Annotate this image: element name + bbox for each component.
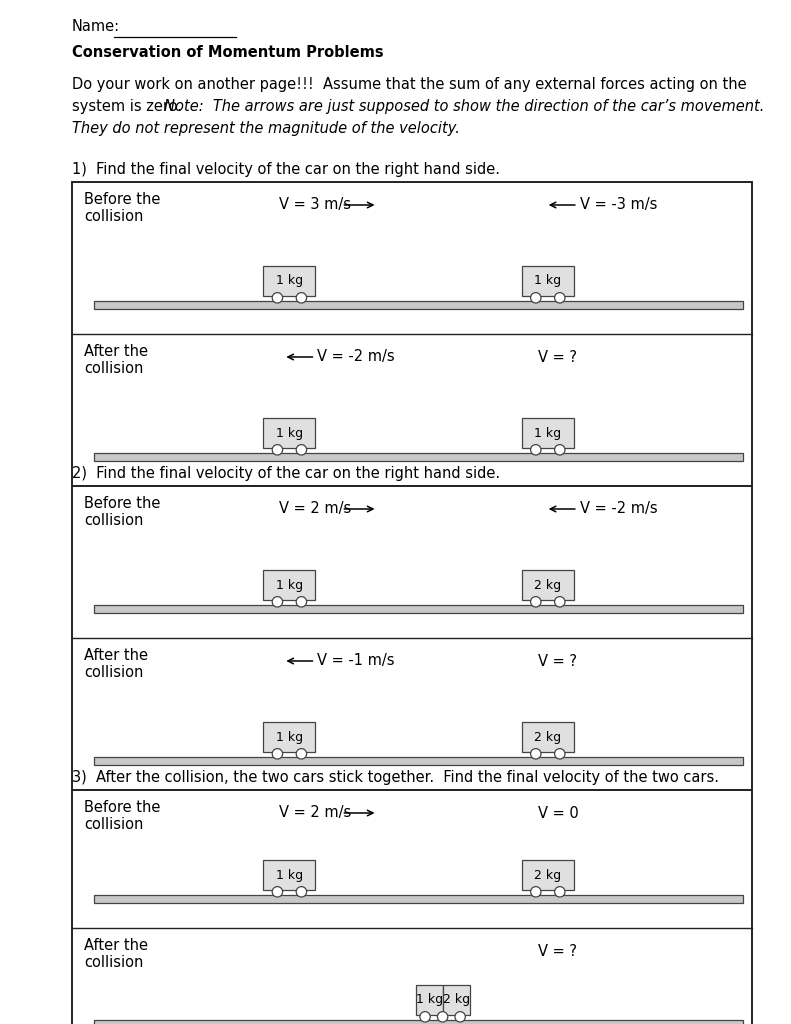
Circle shape bbox=[554, 444, 565, 455]
Bar bbox=[94, 605, 743, 613]
Circle shape bbox=[272, 293, 282, 303]
Text: system is zero.: system is zero. bbox=[72, 99, 191, 114]
Circle shape bbox=[272, 444, 282, 455]
Text: Name:: Name: bbox=[72, 19, 120, 34]
Text: V = 3 m/s: V = 3 m/s bbox=[279, 198, 351, 213]
Text: 1 kg: 1 kg bbox=[534, 427, 562, 439]
Text: 1 kg: 1 kg bbox=[276, 274, 303, 288]
Text: Before the
collision: Before the collision bbox=[84, 800, 161, 833]
Text: 1)  Find the final velocity of the car on the right hand side.: 1) Find the final velocity of the car on… bbox=[72, 162, 500, 177]
Text: V = ?: V = ? bbox=[538, 943, 577, 958]
Text: 3)  After the collision, the two cars stick together.  Find the final velocity o: 3) After the collision, the two cars sti… bbox=[72, 770, 719, 785]
Bar bbox=[94, 453, 743, 461]
Bar bbox=[522, 860, 573, 890]
Text: Before the
collision: Before the collision bbox=[84, 496, 161, 528]
Bar bbox=[263, 860, 316, 890]
Text: 2 kg: 2 kg bbox=[534, 730, 562, 743]
Text: 2 kg: 2 kg bbox=[534, 868, 562, 882]
Circle shape bbox=[296, 293, 307, 303]
Circle shape bbox=[296, 597, 307, 607]
Circle shape bbox=[531, 444, 541, 455]
Bar bbox=[263, 722, 316, 752]
Text: V = ?: V = ? bbox=[538, 653, 577, 669]
Text: V = -3 m/s: V = -3 m/s bbox=[580, 198, 657, 213]
Bar bbox=[443, 985, 470, 1015]
Text: After the
collision: After the collision bbox=[84, 648, 148, 680]
Bar bbox=[72, 790, 752, 1024]
Text: V = -1 m/s: V = -1 m/s bbox=[317, 653, 395, 669]
Bar bbox=[263, 266, 316, 296]
Bar bbox=[522, 418, 573, 449]
Bar bbox=[522, 266, 573, 296]
Bar bbox=[415, 985, 443, 1015]
Text: 1 kg: 1 kg bbox=[276, 730, 303, 743]
Circle shape bbox=[554, 597, 565, 607]
Text: V = -2 m/s: V = -2 m/s bbox=[580, 502, 657, 516]
Bar bbox=[94, 895, 743, 903]
Text: Note:  The arrows are just supposed to show the direction of the car’s movement.: Note: The arrows are just supposed to sh… bbox=[164, 99, 764, 114]
Bar bbox=[94, 757, 743, 765]
Circle shape bbox=[272, 887, 282, 897]
Circle shape bbox=[437, 1012, 448, 1022]
Circle shape bbox=[531, 887, 541, 897]
Bar bbox=[94, 301, 743, 309]
Text: Do your work on another page!!!  Assume that the sum of any external forces acti: Do your work on another page!!! Assume t… bbox=[72, 77, 747, 92]
Circle shape bbox=[554, 293, 565, 303]
Circle shape bbox=[296, 887, 307, 897]
Circle shape bbox=[296, 444, 307, 455]
Bar bbox=[72, 486, 752, 790]
Text: V = ?: V = ? bbox=[538, 349, 577, 365]
Text: 1 kg: 1 kg bbox=[276, 868, 303, 882]
Circle shape bbox=[455, 1012, 465, 1022]
Circle shape bbox=[531, 597, 541, 607]
Text: They do not represent the magnitude of the velocity.: They do not represent the magnitude of t… bbox=[72, 121, 460, 136]
Text: 1 kg: 1 kg bbox=[415, 993, 443, 1007]
Text: V = 2 m/s: V = 2 m/s bbox=[279, 806, 352, 820]
Text: 2 kg: 2 kg bbox=[534, 579, 562, 592]
Text: V = 0: V = 0 bbox=[538, 806, 578, 820]
Circle shape bbox=[531, 293, 541, 303]
Text: V = -2 m/s: V = -2 m/s bbox=[317, 349, 395, 365]
Bar bbox=[263, 570, 316, 600]
Text: 1 kg: 1 kg bbox=[276, 579, 303, 592]
Circle shape bbox=[420, 1012, 430, 1022]
Text: 2)  Find the final velocity of the car on the right hand side.: 2) Find the final velocity of the car on… bbox=[72, 466, 500, 481]
Bar bbox=[72, 182, 752, 486]
Bar bbox=[94, 1020, 743, 1024]
Text: Conservation of Momentum Problems: Conservation of Momentum Problems bbox=[72, 45, 384, 60]
Text: 1 kg: 1 kg bbox=[276, 427, 303, 439]
Circle shape bbox=[531, 749, 541, 759]
Text: After the
collision: After the collision bbox=[84, 938, 148, 971]
Circle shape bbox=[272, 749, 282, 759]
Circle shape bbox=[272, 597, 282, 607]
Circle shape bbox=[296, 749, 307, 759]
Text: 2 kg: 2 kg bbox=[442, 993, 470, 1007]
Text: 1 kg: 1 kg bbox=[534, 274, 562, 288]
Text: Before the
collision: Before the collision bbox=[84, 193, 161, 224]
Bar bbox=[522, 570, 573, 600]
Circle shape bbox=[554, 887, 565, 897]
Circle shape bbox=[554, 749, 565, 759]
Text: After the
collision: After the collision bbox=[84, 344, 148, 377]
Bar bbox=[263, 418, 316, 449]
Text: V = 2 m/s: V = 2 m/s bbox=[279, 502, 352, 516]
Bar bbox=[522, 722, 573, 752]
